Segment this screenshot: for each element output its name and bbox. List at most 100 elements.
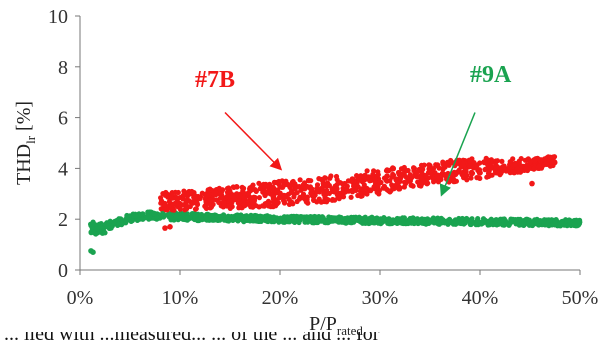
data-point bbox=[531, 166, 537, 172]
data-point bbox=[357, 218, 363, 224]
data-point bbox=[268, 204, 274, 210]
data-point bbox=[394, 180, 400, 186]
data-point bbox=[325, 219, 331, 225]
data-point bbox=[500, 217, 506, 224]
data-point bbox=[518, 156, 524, 162]
data-point bbox=[468, 175, 474, 181]
data-point bbox=[224, 194, 230, 200]
data-point bbox=[477, 160, 483, 166]
data-point bbox=[315, 187, 321, 193]
data-point bbox=[256, 180, 262, 186]
data-point bbox=[393, 176, 399, 182]
x-tick-label: 20% bbox=[262, 287, 299, 309]
data-point bbox=[367, 215, 373, 221]
x-axis-label: P/Prated bbox=[309, 313, 363, 338]
data-point bbox=[336, 190, 342, 196]
data-point bbox=[158, 206, 164, 212]
data-point bbox=[239, 184, 245, 190]
data-point bbox=[270, 196, 276, 202]
data-point bbox=[384, 186, 390, 193]
data-point bbox=[468, 169, 475, 175]
data-point bbox=[552, 218, 558, 224]
data-point bbox=[304, 197, 310, 203]
data-point bbox=[211, 196, 217, 203]
data-point bbox=[452, 218, 458, 224]
data-point bbox=[329, 197, 335, 203]
data-point bbox=[488, 216, 494, 222]
data-point bbox=[208, 204, 214, 210]
data-point bbox=[102, 230, 108, 236]
data-point bbox=[218, 213, 224, 219]
data-point bbox=[314, 219, 320, 225]
data-point bbox=[566, 217, 572, 223]
data-point bbox=[387, 217, 393, 223]
data-point bbox=[511, 162, 518, 168]
data-point bbox=[186, 198, 192, 204]
data-point bbox=[197, 195, 203, 202]
data-point bbox=[93, 231, 99, 237]
data-point bbox=[494, 158, 501, 164]
data-point bbox=[534, 216, 540, 222]
data-point bbox=[304, 183, 310, 189]
data-point bbox=[354, 173, 360, 179]
data-point bbox=[426, 162, 432, 168]
data-point bbox=[364, 168, 370, 174]
data-point bbox=[250, 182, 256, 188]
data-point bbox=[166, 199, 172, 205]
data-point bbox=[361, 173, 367, 179]
data-point bbox=[187, 203, 193, 210]
data-point bbox=[226, 203, 232, 209]
annotation-label: #7B bbox=[195, 67, 235, 93]
data-point bbox=[90, 219, 96, 225]
data-point bbox=[549, 159, 555, 165]
data-point bbox=[271, 219, 277, 225]
data-point bbox=[151, 211, 157, 217]
data-point bbox=[423, 220, 429, 226]
data-point bbox=[400, 220, 406, 227]
data-point bbox=[320, 187, 326, 193]
series-9a bbox=[88, 209, 583, 255]
data-point bbox=[270, 192, 276, 198]
data-point bbox=[451, 179, 457, 185]
data-point bbox=[524, 162, 530, 168]
data-point bbox=[334, 181, 340, 187]
annotation-arrow bbox=[439, 112, 476, 197]
data-point bbox=[441, 162, 447, 169]
data-point bbox=[309, 193, 315, 199]
data-point bbox=[328, 216, 334, 222]
data-point bbox=[241, 195, 247, 201]
data-point bbox=[494, 222, 500, 228]
data-point bbox=[473, 222, 479, 228]
data-point bbox=[162, 225, 168, 231]
data-point bbox=[359, 179, 365, 185]
data-point bbox=[220, 199, 227, 205]
data-point bbox=[348, 194, 354, 200]
data-point bbox=[145, 213, 151, 219]
data-point bbox=[198, 211, 205, 218]
data-point bbox=[213, 189, 219, 195]
data-point bbox=[351, 183, 357, 189]
data-point bbox=[547, 154, 554, 160]
data-point bbox=[384, 178, 390, 184]
data-point bbox=[168, 192, 174, 198]
data-point bbox=[205, 187, 211, 193]
data-point bbox=[476, 167, 483, 173]
y-tick-label: 10 bbox=[48, 6, 68, 28]
data-point bbox=[234, 191, 240, 197]
data-point bbox=[308, 178, 314, 184]
data-point bbox=[411, 165, 417, 171]
data-point bbox=[209, 212, 215, 219]
data-point bbox=[343, 218, 350, 224]
data-point bbox=[372, 176, 378, 182]
y-tick-label: 2 bbox=[58, 209, 68, 231]
data-point bbox=[287, 214, 293, 220]
data-point bbox=[253, 188, 259, 194]
data-point bbox=[386, 168, 392, 174]
data-point bbox=[364, 191, 370, 197]
data-point bbox=[323, 198, 329, 204]
data-point bbox=[302, 219, 308, 225]
data-point bbox=[349, 189, 356, 195]
data-point bbox=[259, 203, 266, 209]
data-point bbox=[220, 187, 226, 193]
